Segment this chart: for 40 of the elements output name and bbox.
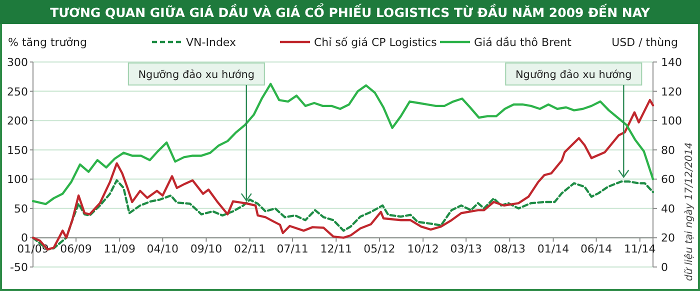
x-tick-label: 05/12 <box>364 242 396 256</box>
chart-title: TƯƠNG QUAN GIỮA GIÁ DẦU VÀ GIÁ CỔ PHIẾU LOGISTICS TỪ ĐẦU NĂM 2009 ĐẾN NAY <box>50 3 651 20</box>
y-tick-label: -50 <box>10 261 28 274</box>
x-tick-label: 06/09 <box>60 242 92 256</box>
text: dữ liệu tại ngày 17/12/2014 <box>684 142 695 281</box>
y2-tick-label: 60 <box>661 173 675 186</box>
y2-tick-label: 80 <box>661 144 675 157</box>
y2-tick-label: 100 <box>661 114 682 128</box>
x-tick-label: 04/10 <box>146 242 178 256</box>
y2-tick-label: 20 <box>661 232 675 245</box>
x-tick-label: 02/11 <box>234 242 266 256</box>
y-tick-label: 150 <box>7 144 28 157</box>
x-tick-label: 01/14 <box>537 242 570 256</box>
annotation: Ngưỡng đảo xu hướng <box>138 69 255 81</box>
y-tick-label: 300 <box>7 56 28 69</box>
y-tick-label: 250 <box>7 85 28 98</box>
y2-tick-label: 120 <box>661 85 682 98</box>
y-tick-label: 200 <box>7 114 28 128</box>
y2-axis-title: USD / thùng <box>612 36 678 49</box>
y2-tick-label: 40 <box>661 202 675 216</box>
x-tick-label: 07/11 <box>276 242 308 256</box>
line-series <box>32 82 654 206</box>
legend-label: VN-Index <box>186 36 236 49</box>
legend-label: Giá dầu thô Brent <box>474 36 572 49</box>
y-tick-label: 0 <box>21 232 28 245</box>
x-tick-label: 11/09 <box>104 242 136 256</box>
y-axis-title: % tăng trưởng <box>8 36 87 49</box>
y2-tick-label: 140 <box>661 56 682 69</box>
x-tick-label: 03/13 <box>450 242 482 256</box>
y-tick-label: 100 <box>7 173 28 186</box>
x-tick-label: 10/12 <box>407 242 439 256</box>
x-tick-label: 09/10 <box>190 242 222 256</box>
y-tick-label: 50 <box>14 202 28 216</box>
y2-tick-label: 0 <box>661 261 668 274</box>
x-tick-label: 08/13 <box>494 242 526 256</box>
annotation: Ngưỡng đảo xu hướng <box>515 69 632 81</box>
x-tick-label: 12/11 <box>320 242 352 256</box>
legend-label: Chỉ số giá CP Logistics <box>314 36 438 49</box>
x-tick-label: 06/14 <box>580 242 612 256</box>
x-tick-label: 11/14 <box>624 242 656 256</box>
